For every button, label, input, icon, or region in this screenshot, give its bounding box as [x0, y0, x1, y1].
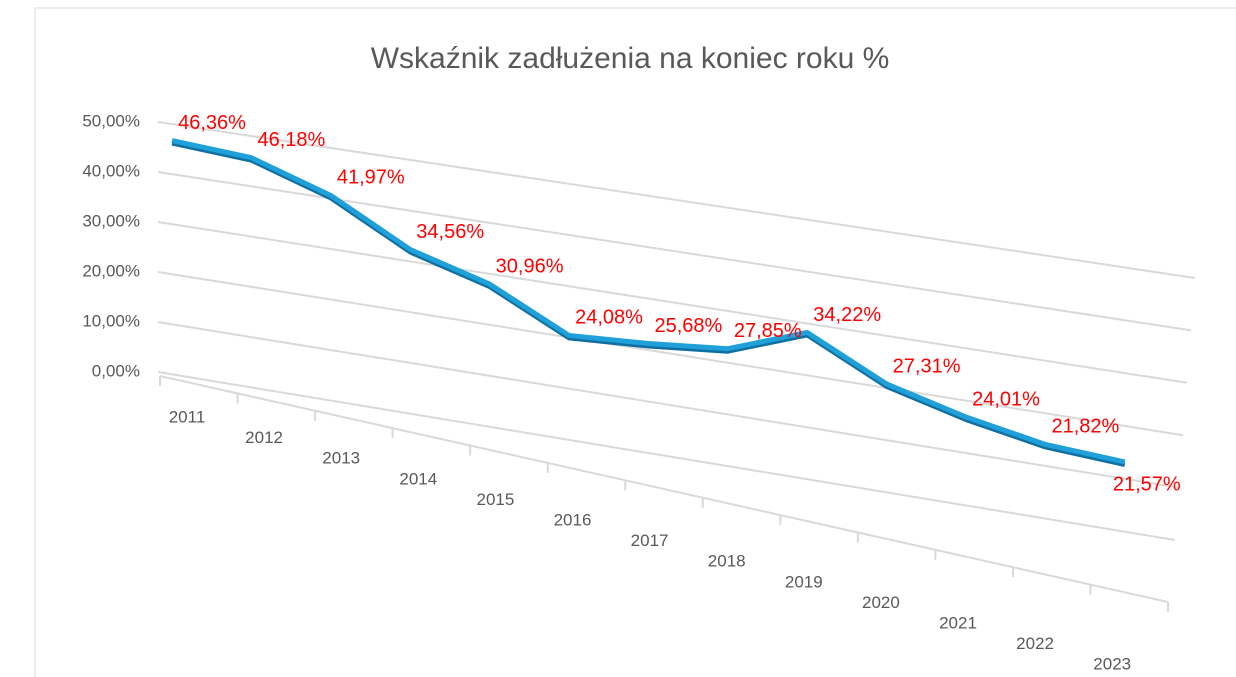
data-label: 46,18%: [257, 129, 325, 151]
grid-line: [157, 121, 1196, 279]
x-tick-label: 2019: [785, 572, 823, 591]
x-tick-label: 2021: [939, 613, 977, 632]
y-tick-label: 10,00%: [82, 311, 140, 330]
data-label: 46,36%: [178, 112, 246, 134]
data-label: 34,56%: [416, 221, 484, 243]
data-label: 27,31%: [893, 355, 961, 377]
data-label: 24,08%: [575, 307, 643, 329]
grid-line: [157, 321, 1180, 489]
x-tick-label: 2020: [862, 593, 900, 612]
data-label: 25,68%: [654, 315, 722, 337]
x-tick-label: 2022: [1016, 634, 1054, 653]
x-tick-label: 2017: [631, 531, 669, 550]
y-tick-label: 40,00%: [82, 161, 140, 180]
x-axis-line: [159, 375, 1169, 603]
x-tick-label: 2012: [245, 428, 283, 447]
y-tick-label: 30,00%: [82, 211, 140, 230]
x-tick-label: 2023: [1093, 655, 1131, 674]
x-tick-label: 2014: [399, 469, 437, 488]
data-label: 41,97%: [337, 167, 405, 189]
grid-line: [157, 371, 1176, 541]
data-label: 27,85%: [734, 320, 802, 342]
x-tick-label: 2018: [708, 552, 746, 571]
grid-line: [157, 221, 1188, 384]
chart-title: Wskaźnik zadłużenia na koniec roku %: [371, 42, 890, 75]
x-tick-label: 2016: [554, 510, 592, 529]
data-label: 34,22%: [813, 304, 881, 326]
data-label: 21,57%: [1113, 473, 1181, 495]
y-tick-label: 20,00%: [82, 261, 140, 280]
y-tick-label: 0,00%: [92, 361, 140, 380]
x-tick-label: 2013: [322, 449, 360, 468]
data-label: 24,01%: [972, 388, 1040, 410]
x-tick-label: 2015: [476, 490, 514, 509]
grid-line: [157, 271, 1184, 437]
series-line: [171, 138, 1126, 465]
data-label: 21,82%: [1051, 416, 1119, 438]
y-tick-label: 50,00%: [82, 111, 140, 130]
x-tick-label: 2011: [169, 407, 206, 426]
data-label: 30,96%: [496, 255, 564, 277]
